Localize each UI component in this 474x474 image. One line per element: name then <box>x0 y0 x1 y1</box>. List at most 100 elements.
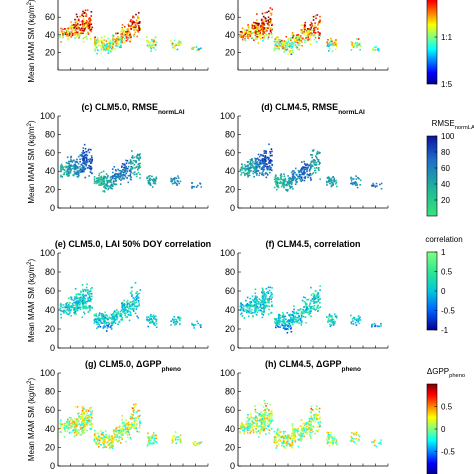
data-point <box>281 436 283 438</box>
data-point <box>83 36 86 39</box>
data-point <box>261 172 264 175</box>
data-point <box>63 423 66 425</box>
data-point <box>126 30 129 33</box>
data-point <box>104 47 107 49</box>
data-point <box>81 430 84 433</box>
data-point <box>332 318 335 321</box>
data-point <box>104 444 106 447</box>
data-point <box>154 178 156 181</box>
data-point <box>153 44 155 46</box>
data-point <box>268 299 270 302</box>
data-point <box>148 437 151 440</box>
data-point <box>147 432 149 435</box>
data-point <box>297 33 300 36</box>
data-point <box>332 176 334 178</box>
data-point <box>124 432 127 434</box>
data-point <box>261 416 264 418</box>
data-point <box>301 172 303 174</box>
data-point <box>84 289 86 291</box>
data-point <box>291 441 294 444</box>
data-point <box>175 318 178 321</box>
data-point <box>330 179 333 181</box>
data-point <box>90 295 93 298</box>
data-point <box>63 311 65 313</box>
data-point <box>282 318 284 321</box>
data-point <box>124 307 126 309</box>
data-point <box>170 178 173 180</box>
data-point <box>261 418 263 420</box>
data-point <box>88 290 91 293</box>
data-point <box>263 34 266 37</box>
data-point <box>288 434 290 436</box>
data-point <box>307 34 309 36</box>
data-point <box>66 430 68 433</box>
data-point <box>316 414 319 417</box>
data-point <box>129 173 132 175</box>
data-point <box>106 182 109 185</box>
data-point <box>85 156 88 158</box>
data-point <box>146 177 148 180</box>
data-point <box>72 174 75 177</box>
data-point <box>100 322 102 324</box>
data-point <box>304 431 307 433</box>
data-point <box>75 295 77 298</box>
data-point <box>125 430 128 433</box>
data-point <box>136 35 138 38</box>
data-point <box>263 152 266 154</box>
data-point <box>306 311 309 314</box>
data-point <box>61 310 64 313</box>
data-point <box>66 27 69 30</box>
data-point <box>153 316 156 318</box>
data-point <box>310 166 312 168</box>
data-point <box>105 187 107 190</box>
data-point <box>146 40 149 43</box>
data-point <box>333 322 336 324</box>
data-point <box>303 169 306 172</box>
data-point <box>106 324 108 327</box>
data-point <box>355 38 358 40</box>
data-point <box>148 436 151 438</box>
data-point <box>264 296 267 299</box>
data-point <box>307 166 309 169</box>
data-point <box>107 321 110 324</box>
data-point <box>102 446 104 449</box>
data-point <box>86 429 88 432</box>
data-point <box>69 25 72 27</box>
y-tick-label: 60 <box>225 405 235 415</box>
data-point <box>303 26 306 28</box>
data-point <box>255 22 258 25</box>
data-point <box>292 42 294 44</box>
data-point <box>138 27 141 30</box>
data-point <box>173 315 176 318</box>
data-point <box>292 34 295 37</box>
data-point <box>74 423 77 425</box>
data-point <box>129 162 132 165</box>
data-point <box>296 312 298 315</box>
data-point <box>282 178 285 181</box>
data-point <box>87 300 90 302</box>
data-point <box>316 307 319 309</box>
data-point <box>63 436 66 438</box>
data-point <box>94 36 96 39</box>
data-point <box>262 158 265 160</box>
data-point <box>77 25 79 28</box>
data-point <box>302 312 305 314</box>
data-point <box>103 42 105 45</box>
data-point <box>124 164 127 166</box>
data-point <box>100 315 103 317</box>
data-point <box>97 326 100 328</box>
data-point <box>268 168 271 171</box>
data-point <box>137 22 139 24</box>
data-point <box>132 162 134 164</box>
data-point <box>87 418 90 421</box>
data-point <box>268 298 271 301</box>
data-point <box>68 171 71 174</box>
data-point <box>281 39 283 42</box>
data-point <box>316 158 319 161</box>
data-point <box>129 312 132 314</box>
data-point <box>264 152 267 154</box>
data-point <box>247 32 250 34</box>
data-point <box>77 302 79 305</box>
data-point <box>59 165 62 168</box>
data-point <box>116 315 119 318</box>
